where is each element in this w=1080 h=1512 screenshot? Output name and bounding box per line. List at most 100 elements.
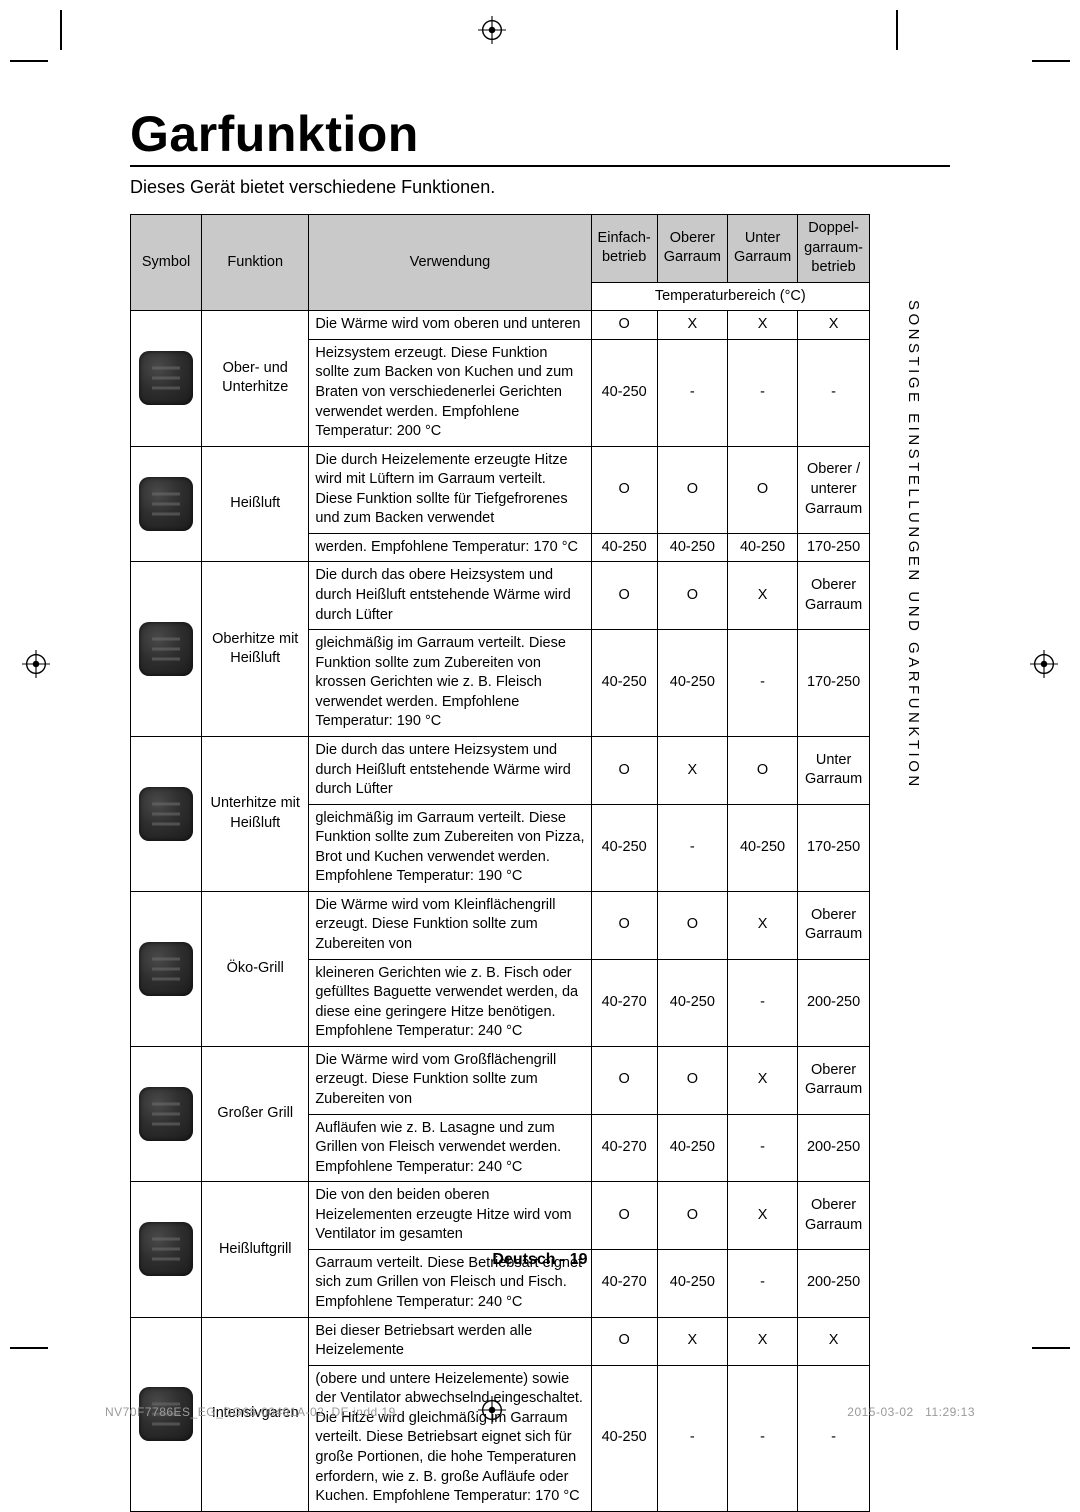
cell-upper: O (657, 1182, 727, 1250)
cell-single-range: 40-250 (591, 630, 657, 737)
cell-single-range: 40-270 (591, 1114, 657, 1182)
cell-lower-range: - (727, 1114, 797, 1182)
mode-icon (139, 942, 193, 996)
usage-text: Die Wärme wird vom Großflächengrill erze… (309, 1046, 591, 1114)
registration-mark-icon (1030, 650, 1058, 678)
print-footprint-right: 2015-03-02 11:29:13 (847, 1405, 975, 1419)
cell-upper-range: 40-250 (657, 630, 727, 737)
page-title: Garfunktion (130, 105, 950, 167)
usage-text: Bei dieser Betriebsart werden alle Heize… (309, 1317, 591, 1365)
table-row: HeißluftDie durch Heizelemente erzeugte … (131, 446, 870, 533)
cell-lower-range: - (727, 339, 797, 446)
cell-upper-range: 40-250 (657, 533, 727, 562)
table-row: Großer GrillDie Wärme wird vom Großfläch… (131, 1046, 870, 1114)
cell-lower: X (727, 562, 797, 630)
cell-upper: O (657, 891, 727, 959)
cell-single: O (591, 1317, 657, 1365)
cell-upper-range: - (657, 804, 727, 891)
mode-icon (139, 787, 193, 841)
page-footer: Deutsch - 19 (0, 1251, 1080, 1269)
usage-text: Die durch das untere Heizsystem und durc… (309, 736, 591, 804)
table-row: Ober- und UnterhitzeDie Wärme wird vom o… (131, 311, 870, 340)
cell-single: O (591, 311, 657, 340)
mode-icon (139, 1087, 193, 1141)
cell-upper: X (657, 311, 727, 340)
function-name: Heißluft (202, 446, 309, 562)
table-row: Öko-GrillDie Wärme wird vom Kleinflächen… (131, 891, 870, 959)
mode-icon (139, 477, 193, 531)
th-usage: Verwendung (309, 215, 591, 311)
page-subtitle: Dieses Gerät bietet verschiedene Funktio… (130, 177, 950, 198)
cell-dual-range: 170-250 (798, 630, 870, 737)
usage-text: Die von den beiden oberen Heizelementen … (309, 1182, 591, 1250)
cell-dual: X (798, 311, 870, 340)
cell-upper: O (657, 562, 727, 630)
table-row: IntensivgarenBei dieser Betriebsart werd… (131, 1317, 870, 1365)
th-dual: Doppel-garraum-betrieb (798, 215, 870, 283)
function-name: Oberhitze mit Heißluft (202, 562, 309, 737)
symbol-cell (131, 736, 202, 891)
usage-text: kleineren Gerichten wie z. B. Fisch oder… (309, 959, 591, 1046)
cell-single: O (591, 562, 657, 630)
usage-text: Die durch das obere Heizsystem und durch… (309, 562, 591, 630)
cell-upper-range: 40-250 (657, 959, 727, 1046)
cell-single-range: 40-250 (591, 339, 657, 446)
cell-lower-range: 40-250 (727, 804, 797, 891)
symbol-cell (131, 1046, 202, 1181)
cell-lower: X (727, 1182, 797, 1250)
usage-text: Die Wärme wird vom Kleinflächengrill erz… (309, 891, 591, 959)
table-row: Oberhitze mit HeißluftDie durch das ober… (131, 562, 870, 630)
symbol-cell (131, 1182, 202, 1317)
cell-dual: Unter Garraum (798, 736, 870, 804)
cell-dual: X (798, 1317, 870, 1365)
cell-lower: X (727, 1317, 797, 1365)
registration-mark-icon (478, 16, 506, 44)
cell-lower: X (727, 891, 797, 959)
cell-dual: Oberer / unterer Garraum (798, 446, 870, 533)
cell-lower-range: - (727, 630, 797, 737)
cell-upper: X (657, 1317, 727, 1365)
cell-lower: X (727, 1046, 797, 1114)
cell-upper: O (657, 1046, 727, 1114)
cell-dual: Oberer Garraum (798, 1182, 870, 1250)
crop-mark (10, 1347, 48, 1349)
th-symbol: Symbol (131, 215, 202, 311)
cell-dual: Oberer Garraum (798, 1046, 870, 1114)
usage-text: gleichmäßig im Garraum verteilt. Diese F… (309, 630, 591, 737)
cell-lower: O (727, 736, 797, 804)
cell-single: O (591, 1046, 657, 1114)
cell-upper-range: - (657, 1365, 727, 1511)
cell-dual: Oberer Garraum (798, 891, 870, 959)
mode-icon (139, 622, 193, 676)
cell-upper: O (657, 446, 727, 533)
cell-single-range: 40-270 (591, 959, 657, 1046)
crop-mark (10, 60, 48, 62)
print-footprint-left: NV70F7786ES_EG_DG68-00491A-02_DE.indd 19 (105, 1405, 396, 1419)
cell-single-range: 40-250 (591, 1365, 657, 1511)
crop-mark (1032, 1347, 1070, 1349)
function-name: Unterhitze mit Heißluft (202, 736, 309, 891)
cell-dual-range: 170-250 (798, 804, 870, 891)
table-row: Unterhitze mit HeißluftDie durch das unt… (131, 736, 870, 804)
cell-single-range: 40-250 (591, 804, 657, 891)
th-upper: Oberer Garraum (657, 215, 727, 283)
table-row: HeißluftgrillDie von den beiden oberen H… (131, 1182, 870, 1250)
cell-upper-range: - (657, 339, 727, 446)
table-header-row: Symbol Funktion Verwendung Einfach-betri… (131, 215, 870, 283)
crop-mark (60, 10, 62, 50)
symbol-cell (131, 562, 202, 737)
cell-single: O (591, 736, 657, 804)
side-section-label: SONSTIGE EINSTELLUNGEN UND GARFUNKTION (905, 300, 922, 790)
function-name: Ober- und Unterhitze (202, 311, 309, 446)
usage-text: Heizsystem erzeugt. Diese Funktion sollt… (309, 339, 591, 446)
cell-lower: X (727, 311, 797, 340)
cell-dual-range: 200-250 (798, 959, 870, 1046)
symbol-cell (131, 446, 202, 562)
usage-text: werden. Empfohlene Temperatur: 170 °C (309, 533, 591, 562)
usage-text: Aufläufen wie z. B. Lasagne und zum Gril… (309, 1114, 591, 1182)
symbol-cell (131, 891, 202, 1046)
mode-icon (139, 351, 193, 405)
function-name: Öko-Grill (202, 891, 309, 1046)
cell-upper: X (657, 736, 727, 804)
functions-table: Symbol Funktion Verwendung Einfach-betri… (130, 214, 870, 1512)
